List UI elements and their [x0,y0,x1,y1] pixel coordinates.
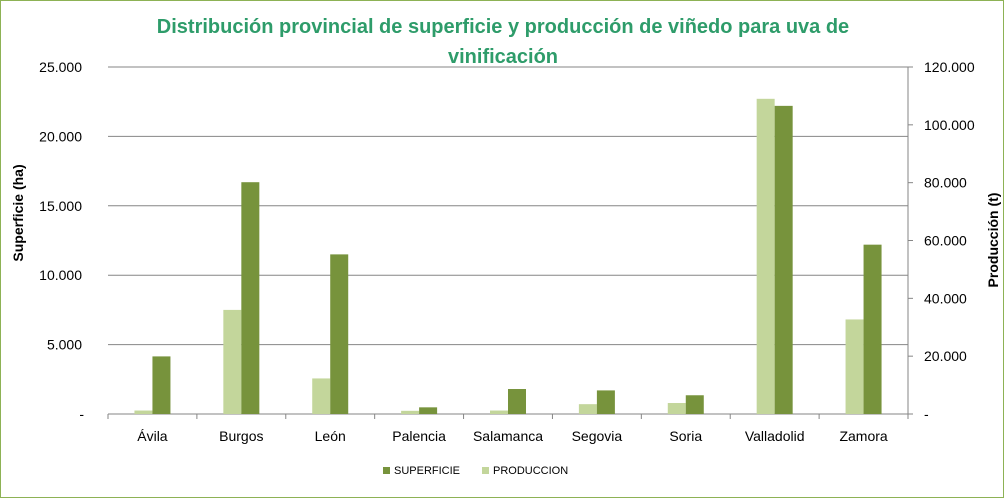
x-tick-label: Soria [669,428,702,444]
bar-superficie [419,407,438,414]
x-tick-label: Zamora [839,428,887,444]
y-left-tick-label: 10.000 [39,267,82,283]
bar-produccion [134,410,153,414]
bar-produccion [223,309,242,414]
bar-superficie [330,254,349,414]
y-left-tick-label: 20.000 [39,128,82,144]
y-left-tick-label: 15.000 [39,198,82,214]
y-left-tick-label: 5.000 [47,337,82,353]
chart-title: Distribución provincial de superficie y … [156,16,850,68]
x-tick-label: Segovia [572,428,623,444]
bar-produccion [490,410,508,414]
bar-produccion [845,319,864,414]
bar-superficie [508,389,526,414]
bar-produccion [401,410,420,414]
y-left-tick-label: - [79,406,84,422]
y-right-tick-label: 60.000 [924,233,967,249]
legend-swatch [482,467,489,474]
bar-superficie [152,356,171,414]
bar-superficie [596,390,615,414]
y-right-tick-label: 40.000 [924,290,967,306]
x-tick-label: León [315,428,346,444]
y-right-tick-label: - [924,406,929,422]
bar-superficie [241,182,260,414]
x-tick-label: Burgos [219,428,263,444]
x-tick-label: Ávila [137,428,168,444]
y-right-tick-label: 20.000 [924,348,967,364]
bar-produccion [756,98,775,414]
legend-label: SUPERFICIE [394,465,460,477]
bar-superficie [774,105,793,414]
x-tick-label: Salamanca [473,428,543,444]
y-right-tick-label: 120.000 [924,59,975,75]
bar-produccion [578,404,597,414]
bar-produccion [667,403,686,414]
bar-produccion [312,378,331,414]
bar-superficie [863,244,882,414]
y-left-tick-label: 25.000 [39,59,82,75]
x-tick-label: Palencia [392,428,446,444]
legend-label: PRODUCCION [493,465,568,477]
y-right-tick-label: 100.000 [924,117,975,133]
y-right-tick-label: 80.000 [924,175,967,191]
bar-superficie [685,395,704,414]
x-tick-label: Valladolid [745,428,805,444]
legend-swatch [383,467,390,474]
